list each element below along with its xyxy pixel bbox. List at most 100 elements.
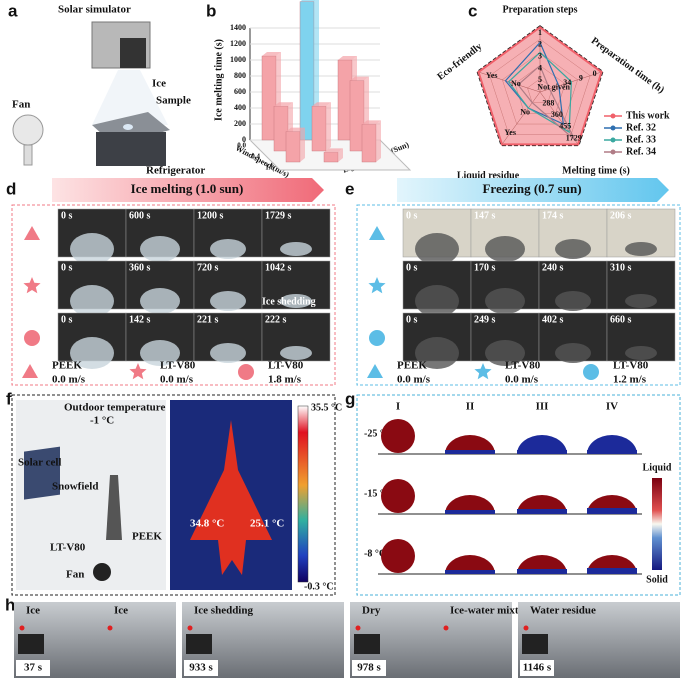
radar-series xyxy=(477,26,603,146)
colorbar xyxy=(297,405,309,583)
marker xyxy=(107,625,113,631)
fan xyxy=(12,114,44,146)
solar-cell xyxy=(24,446,60,500)
bar-top xyxy=(286,127,305,132)
bar-top xyxy=(312,102,331,107)
colorbar-label: 35.5 °C xyxy=(311,402,342,413)
time-label: 222 s xyxy=(265,314,287,325)
frozen-layer xyxy=(587,508,637,514)
radar-spoke xyxy=(501,91,541,146)
droplet xyxy=(625,242,657,256)
time-label: 660 s xyxy=(610,314,632,325)
marker xyxy=(355,625,361,631)
time-box xyxy=(184,660,218,676)
y-tick-label: 1000 xyxy=(230,55,246,64)
row-label: -15 °C xyxy=(364,488,391,499)
time-label: 0 s xyxy=(406,210,418,221)
marker xyxy=(443,625,449,631)
tick-label: 455 xyxy=(559,122,571,131)
symbol-triangle xyxy=(367,364,383,378)
symbol-circle xyxy=(238,364,254,380)
droplet xyxy=(140,288,180,314)
legend-name: PEEK xyxy=(397,360,427,372)
tick-label: 4 xyxy=(538,63,542,72)
time-label: 720 s xyxy=(197,262,219,273)
droplet xyxy=(587,435,637,454)
bar-side xyxy=(338,148,343,162)
droplet xyxy=(415,233,459,265)
label: Ice xyxy=(114,605,128,617)
droplet xyxy=(280,346,312,360)
frozen-layer xyxy=(445,570,495,574)
symbol-circle xyxy=(583,364,599,380)
time-label: 147 s xyxy=(474,210,496,221)
tick-label: 1 xyxy=(538,28,542,37)
frozen-layer xyxy=(517,509,567,514)
time-label: 249 s xyxy=(474,314,496,325)
panel-letter: e xyxy=(345,179,354,198)
legend-speed: 1.2 m/s xyxy=(613,374,647,386)
marker xyxy=(523,625,529,631)
legend-speed: 1.8 m/s xyxy=(268,374,302,386)
droplet xyxy=(485,236,525,262)
droplet xyxy=(445,555,495,574)
panel-letter: c xyxy=(468,1,477,20)
time-box xyxy=(352,660,386,676)
tick-label: Yes xyxy=(486,71,498,80)
tick-label: 5 xyxy=(538,75,542,84)
column-label: II xyxy=(466,401,475,413)
droplet xyxy=(381,479,415,513)
symbol-circle xyxy=(24,330,40,346)
legend-label: Ref. 33 xyxy=(626,134,656,145)
frozen-layer xyxy=(445,450,495,454)
legend-label: Ref. 34 xyxy=(626,146,656,157)
legend-marker xyxy=(610,137,616,143)
time-label: 0 s xyxy=(61,314,73,325)
axis-label: Liquid residue xyxy=(457,170,520,181)
bar xyxy=(323,152,339,163)
sample xyxy=(522,634,548,654)
fan xyxy=(93,563,111,581)
y-tick-label: 600 xyxy=(234,87,246,96)
bar-side xyxy=(376,120,381,162)
label: Fan xyxy=(66,569,84,581)
panel-frame xyxy=(11,394,336,596)
symbol-triangle xyxy=(24,226,40,240)
droplet xyxy=(210,291,246,311)
y-tick-label: 0 xyxy=(242,135,246,144)
droplet xyxy=(485,340,525,366)
row-label: -25 °C xyxy=(364,428,391,439)
header-arrow xyxy=(397,178,669,202)
time-label: 1042 s xyxy=(265,262,292,273)
panel-letter: h xyxy=(5,595,15,614)
droplet xyxy=(70,337,114,369)
panel-letter: d xyxy=(6,179,16,198)
time-label: 1200 s xyxy=(197,210,224,221)
label: Refrigerator xyxy=(146,165,205,177)
symbol-triangle xyxy=(369,226,385,240)
label: Snowfield xyxy=(52,481,98,493)
tick-label: Yes xyxy=(504,128,516,137)
time-label: 240 s xyxy=(542,262,564,273)
time-label: 978 s xyxy=(357,662,381,674)
header-arrow xyxy=(52,178,324,202)
tick-label: 1729 xyxy=(566,133,582,142)
tick-label: 34 xyxy=(563,78,571,87)
time-box xyxy=(520,660,554,676)
axis-label: Preparation time (h) xyxy=(589,35,666,95)
tick-label: 0 xyxy=(593,69,597,78)
panel-frame xyxy=(11,204,336,386)
bar xyxy=(311,105,327,152)
droplet xyxy=(70,285,114,317)
tick-label: 9 xyxy=(579,74,583,83)
radar-ring xyxy=(489,38,591,135)
time-label: 221 s xyxy=(197,314,219,325)
symbol-star xyxy=(368,277,386,294)
tick-label: 3 xyxy=(538,51,542,60)
legend-speed: 0.0 m/s xyxy=(160,374,194,386)
header-title: Freezing (0.7 sun) xyxy=(482,181,581,196)
y-tick-label: 1400 xyxy=(230,23,246,32)
label: Solar cell xyxy=(18,457,61,469)
y-tick-label: 200 xyxy=(234,119,246,128)
label: Fan xyxy=(12,99,30,111)
